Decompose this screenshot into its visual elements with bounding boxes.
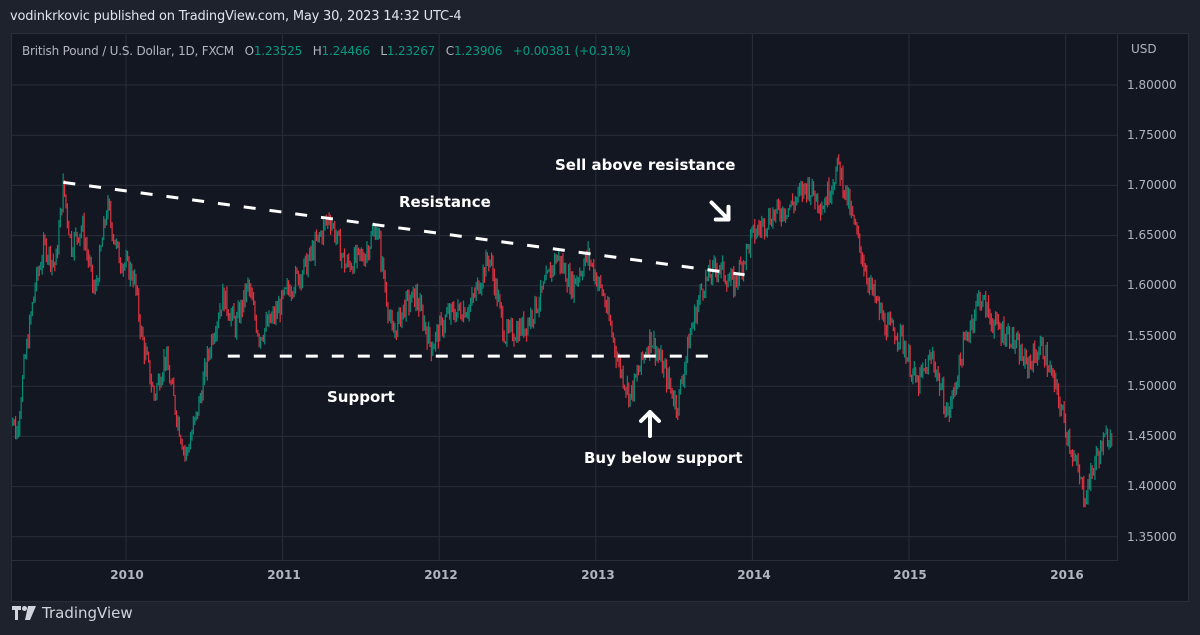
resistance-trendline <box>63 180 745 277</box>
currency-label: USD <box>1131 42 1157 56</box>
symbol-legend: British Pound / U.S. Dollar, 1D, FXCM O1… <box>22 44 631 58</box>
support-label: Support <box>327 388 395 406</box>
close-label: C <box>445 44 454 58</box>
sell-arrow-icon <box>709 200 731 222</box>
time-tick: 2016 <box>1050 568 1084 582</box>
time-tick: 2014 <box>737 568 771 582</box>
time-tick: 2012 <box>424 568 458 582</box>
time-tick: 2010 <box>110 568 144 582</box>
low-label: L <box>380 44 387 58</box>
brand-name: TradingView <box>42 604 133 622</box>
price-tick: 1.75000 <box>1127 128 1177 142</box>
price-tick: 1.50000 <box>1127 379 1177 393</box>
publisher-line: vodinkrkovic published on TradingView.co… <box>10 9 462 24</box>
candles <box>12 154 1113 508</box>
tradingview-logo-icon <box>12 606 36 620</box>
close-value: 1.23906 <box>453 44 503 58</box>
price-tick: 1.45000 <box>1127 429 1177 443</box>
price-tick: 1.55000 <box>1127 329 1177 343</box>
price-plot[interactable] <box>12 34 1118 561</box>
chart-pane[interactable]: British Pound / U.S. Dollar, 1D, FXCM O1… <box>12 34 1118 561</box>
low-value: 1.23267 <box>386 44 436 58</box>
time-tick: 2011 <box>267 568 301 582</box>
price-tick: 1.60000 <box>1127 278 1177 292</box>
time-tick: 2013 <box>581 568 615 582</box>
price-tick: 1.40000 <box>1127 479 1177 493</box>
price-tick: 1.80000 <box>1127 78 1177 92</box>
price-tick: 1.70000 <box>1127 178 1177 192</box>
open-value: 1.23525 <box>253 44 303 58</box>
time-tick: 2015 <box>893 568 927 582</box>
price-tick: 1.35000 <box>1127 530 1177 544</box>
change-value: +0.00381 <box>512 44 571 58</box>
price-tick: 1.65000 <box>1127 228 1177 242</box>
tradingview-logo[interactable]: TradingView <box>12 604 133 622</box>
high-label: H <box>312 44 322 58</box>
open-label: O <box>244 44 254 58</box>
change-percent: (+0.31%) <box>574 44 631 58</box>
time-axis[interactable]: 2010 2011 2012 2013 2014 2015 2016 <box>12 562 1118 602</box>
sell-annotation: Sell above resistance <box>555 156 736 174</box>
buy-arrow-icon <box>639 410 661 438</box>
chart-frame: British Pound / U.S. Dollar, 1D, FXCM O1… <box>11 33 1189 602</box>
resistance-label: Resistance <box>399 193 491 211</box>
symbol-name: British Pound / U.S. Dollar, 1D, FXCM <box>22 44 234 58</box>
buy-annotation: Buy below support <box>584 449 743 467</box>
price-axis[interactable]: USD 1.80000 1.75000 1.70000 1.65000 1.60… <box>1119 34 1189 561</box>
high-value: 1.24466 <box>321 44 370 58</box>
